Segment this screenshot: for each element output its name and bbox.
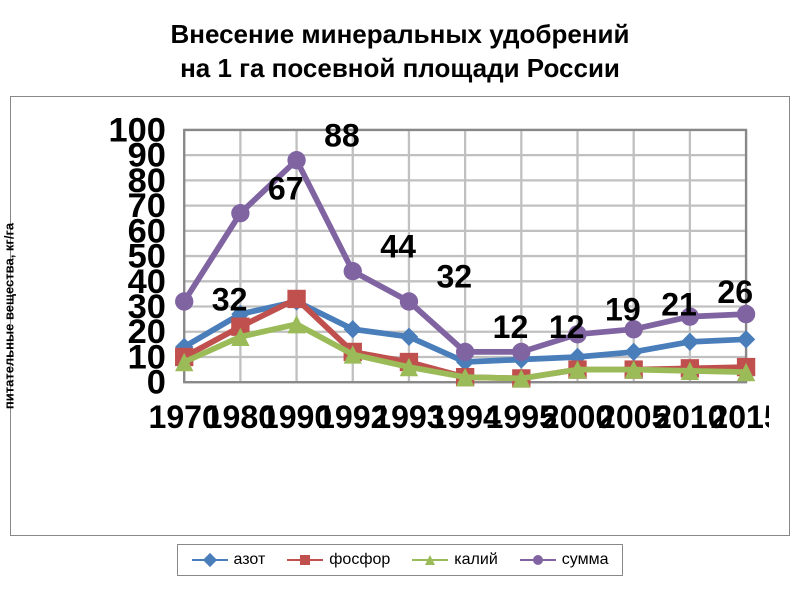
data-label: 88: [324, 117, 360, 153]
data-label: 12: [549, 309, 585, 345]
data-label: 44: [380, 228, 416, 264]
legend-marker-icon: [192, 553, 228, 567]
legend-marker-icon: [520, 553, 556, 567]
legend-label: сумма: [562, 551, 609, 569]
chart-title: Внесение минеральных удобрений на 1 га п…: [0, 0, 800, 96]
data-label: 67: [268, 170, 304, 206]
chart-container: питательные вещества, кг/га 010203040506…: [10, 96, 790, 536]
legend-label: калий: [454, 551, 497, 569]
title-line-1: Внесение минеральных удобрений: [171, 19, 630, 49]
title-line-2: на 1 га посевной площади России: [180, 53, 620, 83]
data-label: 32: [212, 281, 248, 317]
legend-item-калий: калий: [412, 551, 497, 569]
data-label: 32: [436, 258, 472, 294]
data-label: 19: [605, 291, 641, 327]
data-label: 26: [717, 273, 753, 309]
legend-item-фосфор: фосфор: [287, 551, 390, 569]
data-label: 21: [661, 286, 697, 322]
data-label: 12: [493, 309, 529, 345]
y-axis-label: питательные вещества, кг/га: [2, 222, 17, 408]
y-tick-label: 100: [108, 111, 165, 149]
x-tick-label: 2015: [710, 399, 769, 435]
chart-legend: азот фосфор калий сумма: [0, 536, 800, 576]
legend-label: азот: [234, 551, 266, 569]
legend-label: фосфор: [329, 551, 390, 569]
legend-item-азот: азот: [192, 551, 266, 569]
legend-marker-icon: [287, 553, 323, 567]
legend-marker-icon: [412, 553, 448, 567]
chart-plot: 0102030405060708090100197019801990199219…: [81, 107, 769, 451]
legend-item-сумма: сумма: [520, 551, 609, 569]
